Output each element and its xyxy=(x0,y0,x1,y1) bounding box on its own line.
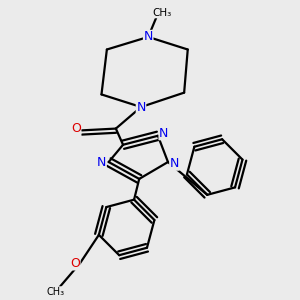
Text: N: N xyxy=(159,127,168,140)
Text: N: N xyxy=(136,100,146,113)
Text: N: N xyxy=(170,157,179,170)
Text: N: N xyxy=(143,30,153,44)
Text: CH₃: CH₃ xyxy=(46,287,64,297)
Text: O: O xyxy=(71,122,81,135)
Text: O: O xyxy=(70,257,80,270)
Text: CH₃: CH₃ xyxy=(152,8,172,18)
Text: N: N xyxy=(97,155,106,169)
